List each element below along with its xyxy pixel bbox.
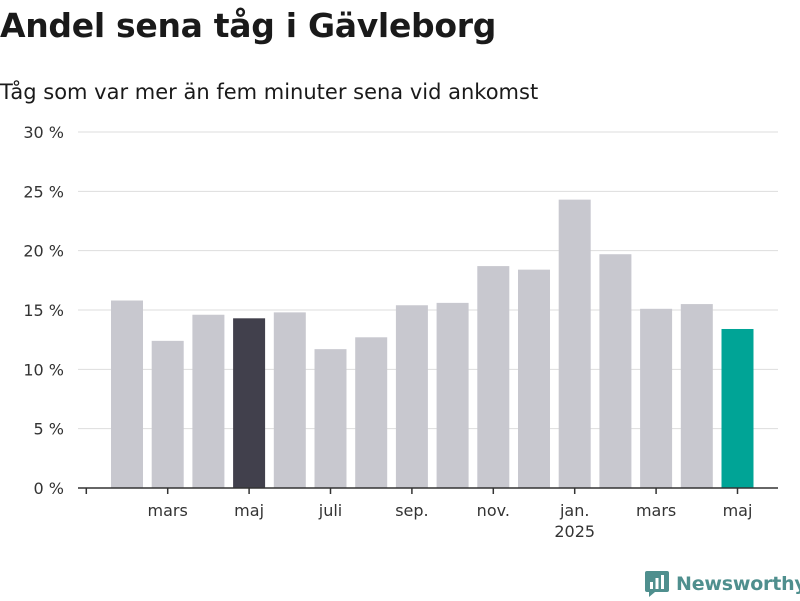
bar xyxy=(233,318,266,488)
y-tick-label: 25 % xyxy=(23,182,64,201)
bar xyxy=(599,254,632,488)
chart-title: Andel sena tåg i Gävleborg xyxy=(0,6,497,45)
bar xyxy=(151,340,184,488)
bar-chart: 0 % 5 % 10 % 15 % 20 % 25 % 30 % mars maj juli se… xyxy=(23,123,778,541)
x-tick-label: juli xyxy=(318,501,342,520)
y-tick-label: 30 % xyxy=(23,123,64,142)
x-axis-labels: mars maj juli sep. nov. jan. 2025 mars maj xyxy=(148,501,753,541)
chart-subtitle: Tåg som var mer än fem minuter sena vid … xyxy=(0,80,539,104)
bar xyxy=(395,305,428,488)
bars xyxy=(111,199,754,488)
bar xyxy=(436,302,469,488)
x-tick-year-label: 2025 xyxy=(554,522,595,541)
brand-name: Newsworthy xyxy=(676,573,800,595)
bar xyxy=(355,337,388,488)
bar xyxy=(192,314,225,488)
x-tick-label: jan. xyxy=(559,501,589,520)
bar xyxy=(273,312,306,488)
y-tick-label: 15 % xyxy=(23,301,64,320)
x-tick-label: maj xyxy=(234,501,264,520)
y-tick-label: 10 % xyxy=(23,360,64,379)
x-tick-label: mars xyxy=(148,501,188,520)
x-axis xyxy=(78,487,778,494)
newsworthy-logo: Newsworthy xyxy=(645,568,800,600)
bar xyxy=(518,269,550,488)
bar xyxy=(680,304,713,488)
bar xyxy=(558,199,591,488)
y-tick-label: 20 % xyxy=(23,242,64,261)
bar xyxy=(314,349,347,488)
y-axis-labels: 0 % 5 % 10 % 15 % 20 % 25 % 30 % xyxy=(23,123,64,498)
y-tick-label: 5 % xyxy=(34,420,64,439)
x-tick-label: mars xyxy=(636,501,676,520)
bar-chart-icon xyxy=(645,571,669,597)
bar xyxy=(721,328,754,488)
y-tick-label: 0 % xyxy=(34,479,64,498)
x-tick-label: sep. xyxy=(395,501,428,520)
x-tick-label: maj xyxy=(723,501,753,520)
bar xyxy=(640,308,673,488)
bar xyxy=(111,300,143,488)
bar xyxy=(477,266,510,488)
x-tick-label: nov. xyxy=(477,501,510,520)
